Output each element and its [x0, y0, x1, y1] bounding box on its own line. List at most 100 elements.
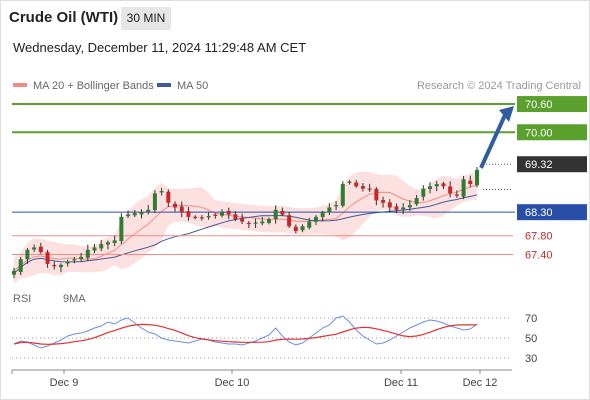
candle-body	[367, 188, 372, 190]
rsi-line	[13, 315, 478, 349]
rsi-ma-label: 9MA	[63, 293, 86, 305]
legend-ma50: MA 50	[157, 80, 208, 92]
candle-body	[119, 216, 124, 242]
ma20-line	[13, 184, 478, 272]
ma50-label: MA 50	[177, 80, 209, 92]
candle-body	[226, 210, 231, 215]
candle-body	[105, 242, 110, 245]
candle-body	[233, 214, 238, 220]
candle-body	[126, 214, 131, 217]
candle-body	[38, 246, 43, 253]
resistance-label-2: 70.00	[525, 127, 553, 139]
candle-body	[166, 191, 171, 203]
current-price-tag	[517, 156, 587, 173]
bollinger-band	[14, 169, 477, 285]
candle-body	[287, 215, 292, 227]
x-tick-label: Dec 10	[215, 377, 250, 389]
rsi-ma-line	[13, 323, 478, 345]
candle-body	[394, 206, 399, 210]
candle-body	[253, 222, 258, 224]
candle-body	[434, 183, 439, 187]
candle-body	[475, 169, 479, 186]
candle-body	[307, 221, 312, 228]
candle-body	[428, 186, 433, 189]
candle-body	[354, 182, 359, 187]
support-tag-1	[517, 204, 587, 221]
rsi-tick-70: 70	[525, 313, 537, 325]
candle-body	[448, 186, 453, 194]
candle-body	[206, 215, 211, 218]
candle-body	[334, 205, 339, 207]
candle-body	[99, 244, 104, 249]
credit-text: Research © 2024 Trading Central	[416, 80, 581, 92]
timestamp: Wednesday, December 11, 2024 11:29:48 AM…	[13, 40, 307, 55]
candle-body	[146, 209, 151, 212]
x-tick-label: Dec 12	[463, 377, 498, 389]
candle-body	[186, 211, 191, 217]
candle-body	[213, 214, 218, 216]
candle-body	[65, 261, 70, 264]
candle-body	[266, 219, 271, 223]
timeframe-badge[interactable]: 30 MIN	[121, 7, 171, 30]
candle-body	[246, 222, 251, 225]
candle-body	[25, 249, 30, 260]
legend-ma20: MA 20 + Bollinger Bands	[13, 80, 154, 92]
legend-rsi-ma: 9MA	[63, 293, 86, 305]
candle-body	[300, 226, 305, 231]
ma50-line	[13, 194, 478, 274]
x-tick-label: Dec 9	[50, 377, 79, 389]
rsi-label: RSI	[13, 293, 32, 305]
candle-body	[407, 205, 412, 208]
candle-body	[12, 270, 16, 275]
candle-body	[85, 249, 90, 258]
candle-body	[387, 202, 392, 208]
support-label-1: 68.30	[525, 207, 553, 219]
x-tick-label: Dec 11	[384, 377, 418, 389]
candle-body	[18, 259, 23, 273]
current-price-label: 69.32	[525, 159, 553, 171]
candle-body	[347, 181, 352, 183]
candle-body	[320, 212, 325, 218]
instrument-title: Crude Oil (WTI)	[9, 9, 119, 26]
support-label-3: 67.40	[525, 249, 553, 261]
candle-body	[468, 180, 473, 184]
candle-body	[313, 216, 318, 222]
candle-body	[92, 247, 97, 251]
resistance-tag-1	[517, 96, 587, 113]
candle-body	[173, 203, 178, 208]
rsi-tick-50: 50	[525, 333, 537, 345]
candle-body	[52, 264, 57, 267]
candle-body	[441, 183, 446, 187]
candle-body	[273, 209, 278, 220]
candle-body	[72, 259, 77, 261]
candle-body	[132, 213, 137, 216]
candle-body	[260, 221, 265, 224]
candle-body	[152, 193, 157, 211]
candle-body	[159, 191, 164, 193]
candle-body	[454, 194, 459, 196]
candle-body	[360, 186, 365, 189]
candle-body	[179, 206, 184, 213]
candle-body	[240, 218, 245, 222]
forecast-arrow-head	[499, 106, 514, 123]
rsi-tick-30: 30	[525, 353, 537, 365]
ma20-swatch	[13, 83, 27, 88]
candle-body	[401, 207, 406, 210]
candle-body	[381, 199, 386, 203]
candle-body	[199, 217, 204, 219]
candle-body	[193, 216, 198, 218]
ma50-swatch	[157, 83, 171, 88]
candle-body	[327, 207, 332, 213]
candle-body	[461, 179, 466, 197]
candle-body	[139, 212, 144, 215]
legend-rsi: RSI	[13, 293, 31, 305]
candle-body	[58, 264, 63, 268]
support-label-2: 67.80	[525, 231, 553, 243]
candle-body	[293, 226, 298, 231]
candle-body	[32, 247, 37, 250]
candle-body	[374, 188, 379, 201]
candle-body	[340, 183, 345, 206]
resistance-tag-2	[517, 124, 587, 141]
candle-body	[421, 188, 426, 197]
